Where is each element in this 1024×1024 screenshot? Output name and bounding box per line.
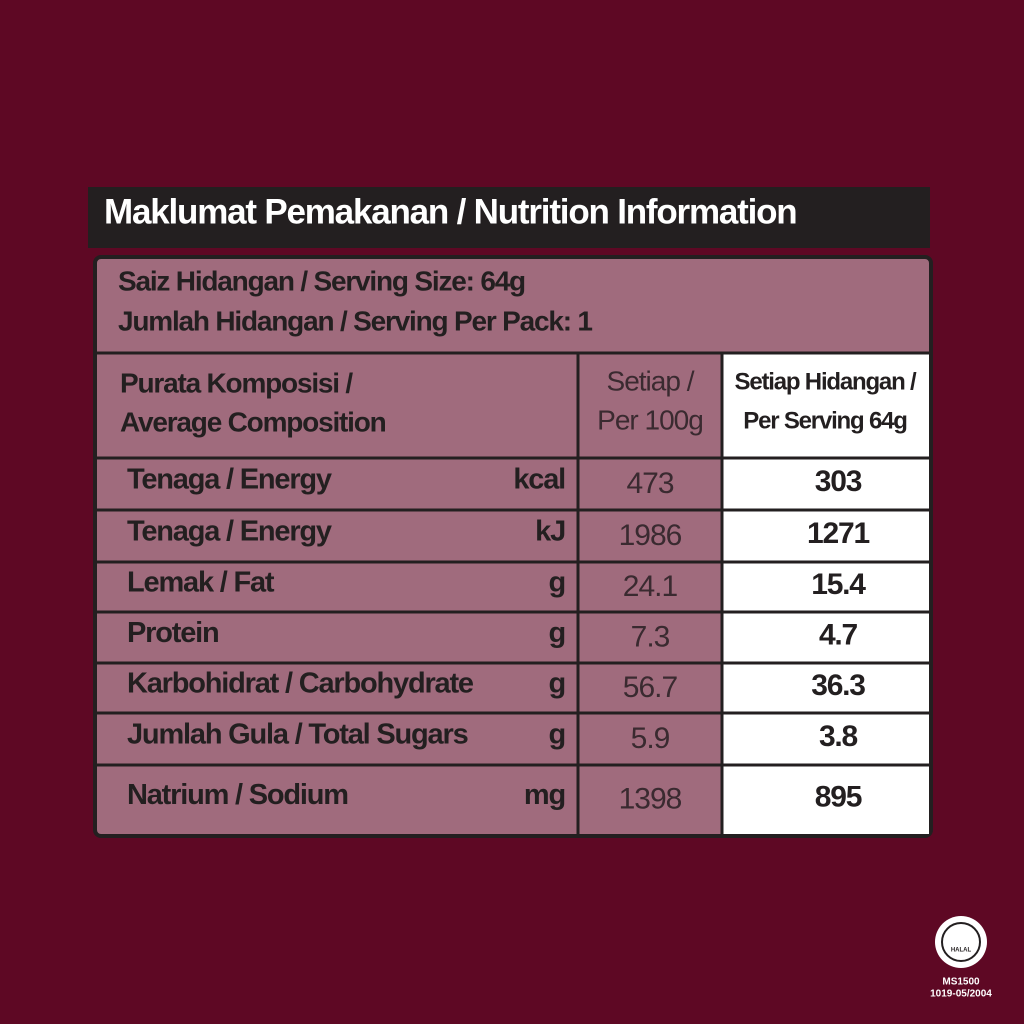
unit: g [548, 719, 565, 751]
value-per-100g: 1398 [619, 782, 682, 815]
header-per-100g: Per 100g [597, 404, 703, 435]
halal-standard: MS1500 [942, 977, 980, 988]
halal-inner [941, 922, 981, 962]
value-per-100g: 473 [626, 467, 673, 500]
value-per-100g: 1986 [619, 519, 682, 552]
halal-certificate: 1019-05/2004 [930, 989, 992, 1000]
header-per-serving: Setiap Hidangan / [735, 368, 917, 395]
value-per-serving: 15.4 [811, 568, 866, 601]
halal-label: HALAL [951, 948, 972, 954]
header-per-serving: Per Serving 64g [743, 407, 907, 434]
unit: kcal [513, 464, 565, 496]
nutrient-name: Protein [127, 617, 219, 649]
value-per-serving: 1271 [807, 517, 869, 550]
unit: g [548, 567, 565, 599]
nutrient-name: Natrium / Sodium [127, 779, 348, 811]
value-per-serving: 36.3 [811, 669, 865, 702]
value-per-serving: 303 [815, 465, 862, 498]
nutrient-name: Lemak / Fat [127, 567, 275, 599]
value-per-serving: 3.8 [819, 720, 858, 753]
halal-logo: HALAL MS1500 1019-05/2004 [930, 916, 992, 1000]
title: Maklumat Pemakanan / Nutrition Informati… [104, 192, 796, 231]
value-per-serving: 4.7 [819, 618, 858, 651]
value-per-serving: 895 [815, 780, 862, 813]
unit: mg [524, 779, 565, 811]
value-per-100g: 56.7 [623, 671, 678, 704]
value-per-100g: 24.1 [623, 570, 678, 603]
unit: g [548, 617, 565, 649]
value-per-100g: 5.9 [631, 722, 670, 755]
unit: g [548, 668, 565, 700]
nutrient-name: Karbohidrat / Carbohydrate [127, 668, 474, 700]
header-per-100g: Setiap / [607, 365, 695, 396]
nutrient-name: Tenaga / Energy [127, 464, 332, 496]
unit: kJ [535, 516, 565, 548]
header-composition: Average Composition [120, 406, 386, 437]
serving-column [722, 353, 929, 834]
nutrient-name: Jumlah Gula / Total Sugars [127, 719, 468, 751]
header-composition: Purata Komposisi / [120, 367, 353, 398]
title-bar [88, 187, 930, 248]
serving-size: Saiz Hidangan / Serving Size: 64g [118, 265, 525, 296]
nutrient-name: Tenaga / Energy [127, 516, 332, 548]
servings-per-pack: Jumlah Hidangan / Serving Per Pack: 1 [118, 305, 592, 336]
value-per-100g: 7.3 [631, 620, 670, 653]
